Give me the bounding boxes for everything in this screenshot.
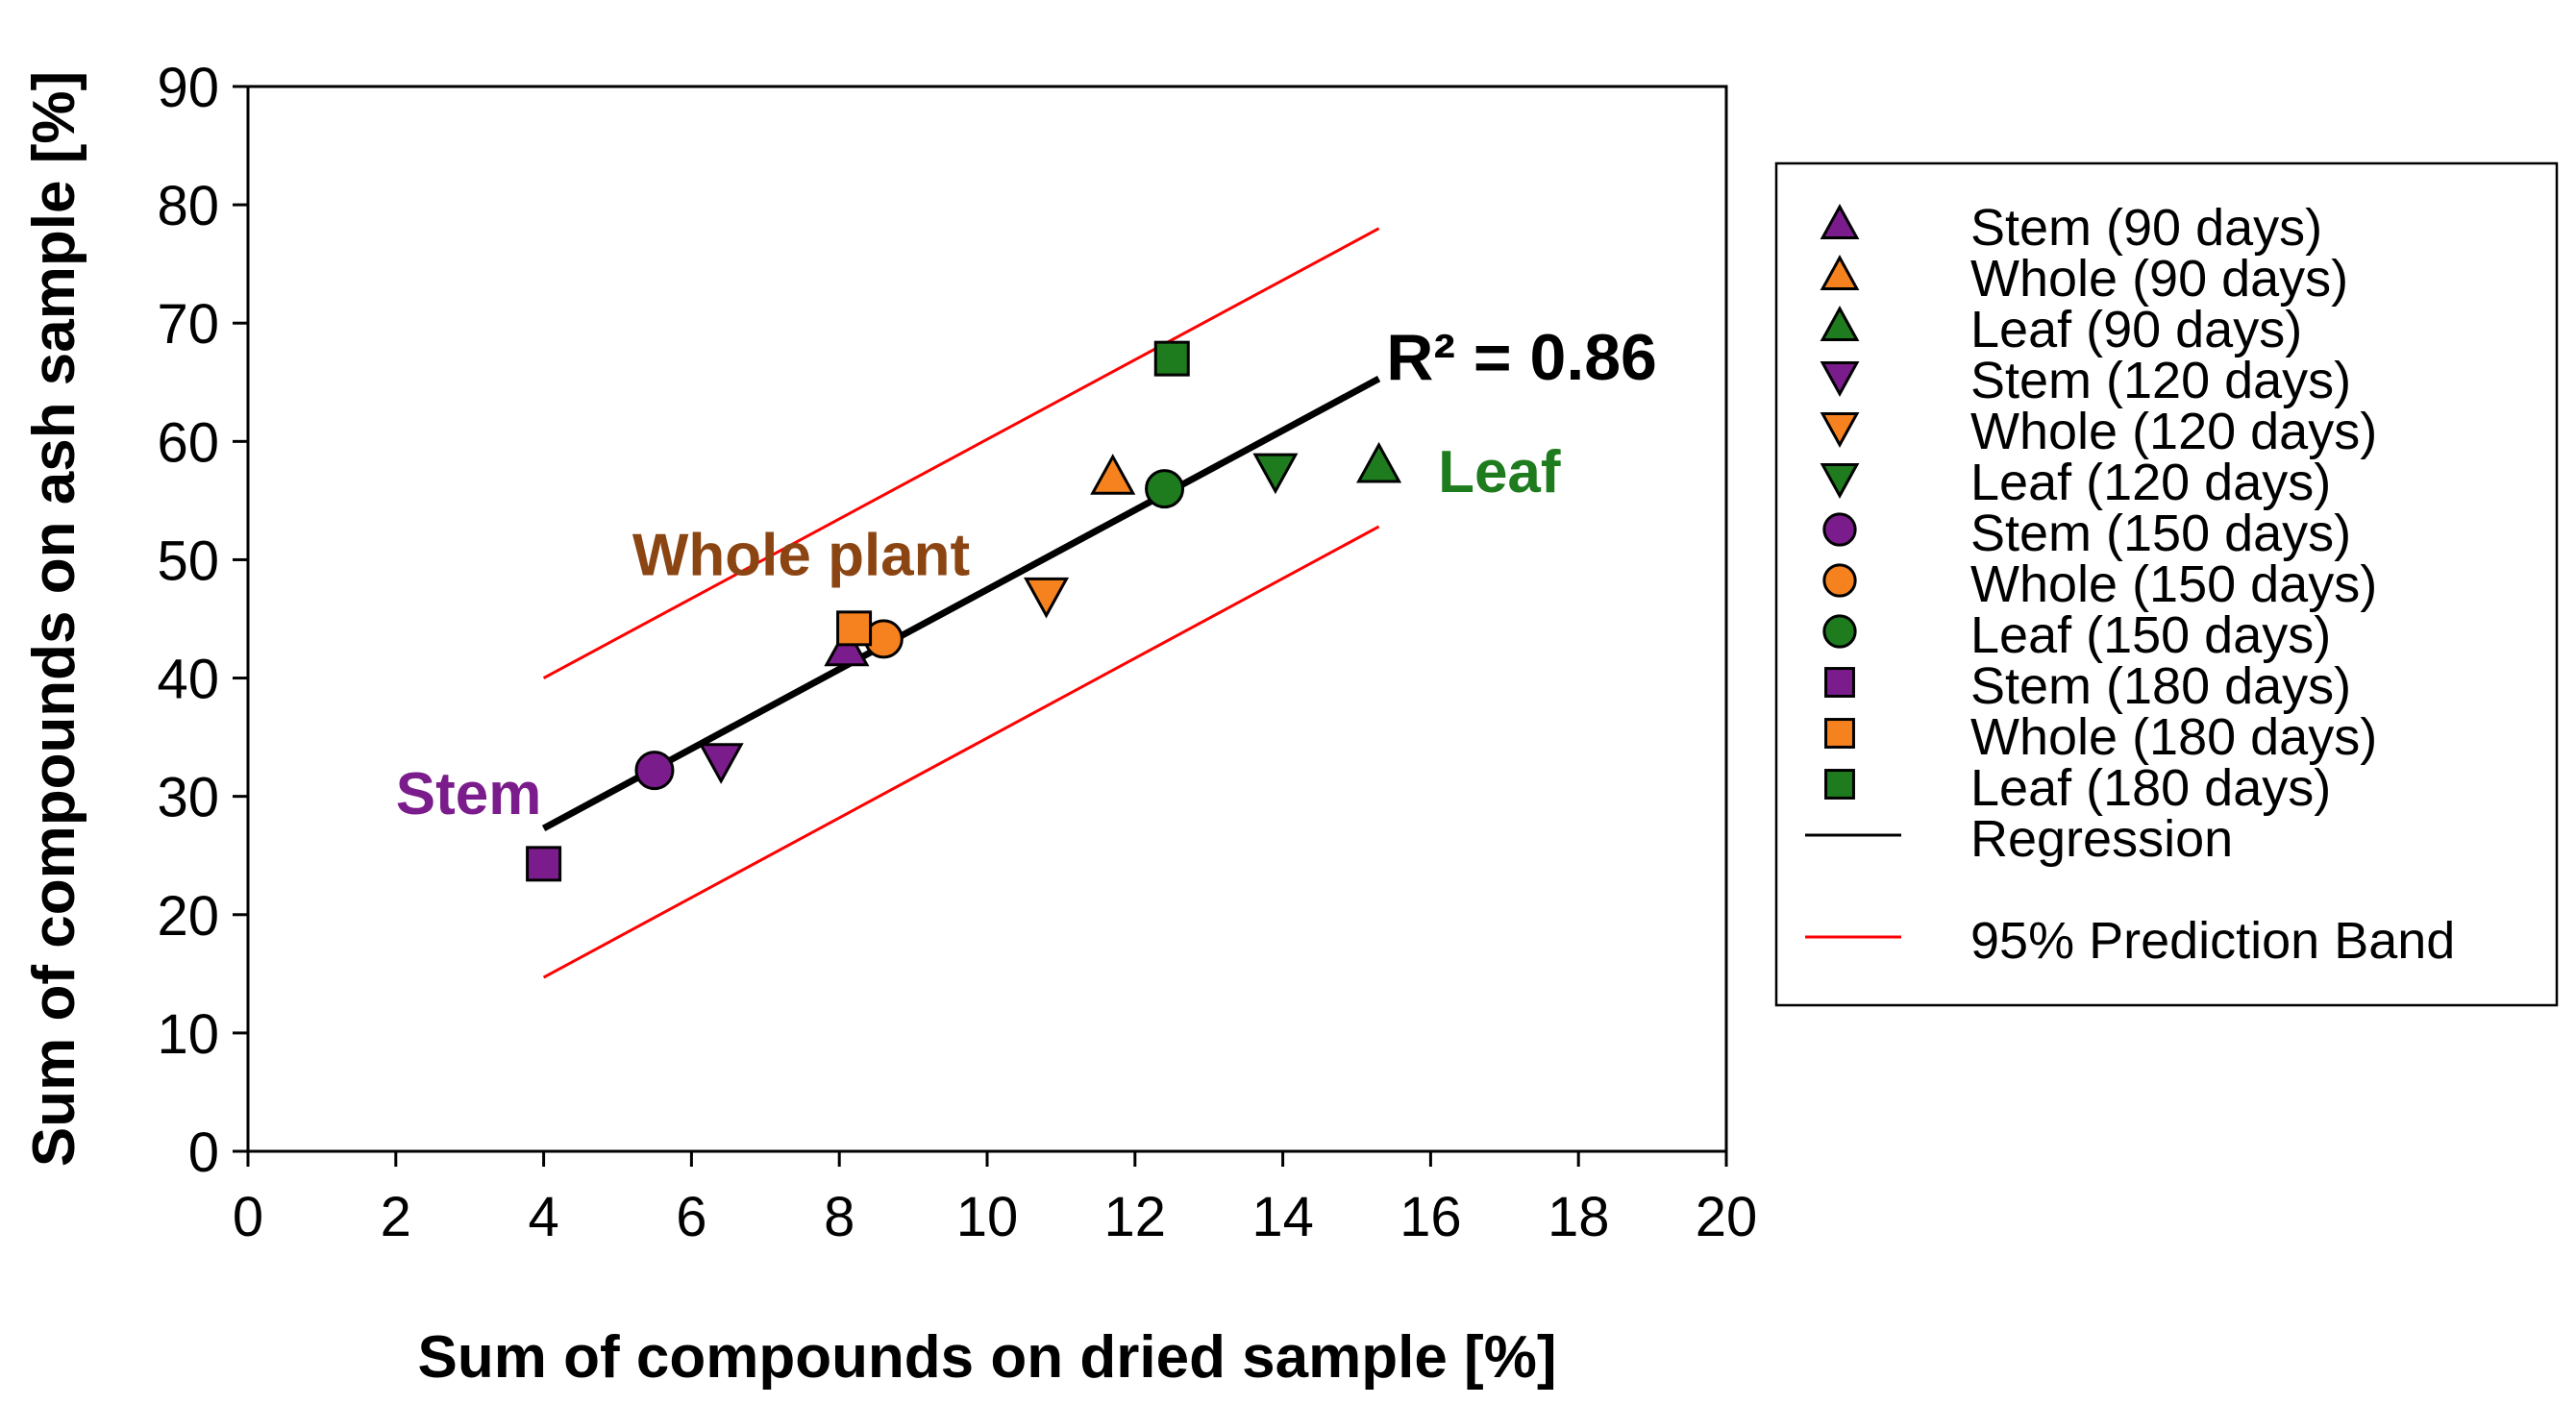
y-tick-label: 20 (157, 885, 219, 948)
regression-line (541, 376, 1381, 831)
x-tick-label: 14 (1251, 1186, 1314, 1248)
prediction-band-lower (542, 525, 1380, 979)
legend-label: Stem (180 days) (1970, 657, 2351, 715)
legend-marker-triangle-up (1820, 306, 1860, 341)
plot-layer: R² = 0.86 Leaf Whole plant Stem (396, 227, 1657, 979)
legend-label: Stem (90 days) (1970, 199, 2322, 257)
legend-marker-square (1824, 769, 1855, 800)
stem-group-label: Stem (396, 761, 542, 827)
legend-label: Stem (150 days) (1970, 505, 2351, 562)
legend-label: Leaf (180 days) (1970, 759, 2331, 817)
legend-label: 95% Prediction Band (1970, 912, 2455, 970)
data-point-triangle-down (1252, 453, 1299, 495)
y-tick-label: 10 (157, 1003, 219, 1066)
legend-label: Leaf (90 days) (1970, 301, 2302, 358)
plot-frame (246, 85, 1728, 1153)
x-tick-label: 0 (233, 1186, 263, 1248)
data-point-triangle-down (1023, 577, 1070, 619)
legend-marker-triangle-up (1820, 204, 1860, 239)
legend-marker-triangle-up (1820, 255, 1860, 290)
y-tick-label: 90 (157, 57, 219, 119)
legend-label: Whole (180 days) (1970, 708, 2377, 766)
x-tick-label: 2 (381, 1186, 411, 1248)
legend-marker-circle (1822, 512, 1857, 547)
data-point-circle (1145, 469, 1185, 509)
r-squared-label: R² = 0.86 (1386, 321, 1657, 394)
legend-marker-triangle-down (1820, 463, 1860, 499)
y-tick-label: 70 (157, 293, 219, 356)
legend-box (1774, 161, 2559, 1007)
x-tick-label: 10 (956, 1186, 1019, 1248)
axes-layer: 0 2 4 6 8 10 12 14 16 18 20 0 10 20 30 40 50 60 70 80 90 (157, 57, 1757, 1248)
y-tick-label: 80 (157, 175, 219, 237)
x-tick-label: 6 (676, 1186, 706, 1248)
legend-marker-circle (1822, 563, 1857, 598)
x-tick-label: 4 (528, 1186, 558, 1248)
data-point-triangle-up (824, 625, 870, 667)
legend-label: Whole (120 days) (1970, 403, 2377, 460)
y-tick-label: 0 (188, 1122, 219, 1184)
x-axis-title: Sum of compounds on dried sample [%] (418, 1324, 1557, 1391)
legend-label: Whole (90 days) (1970, 250, 2348, 308)
y-tick-label: 40 (157, 649, 219, 711)
x-tick-label: 20 (1696, 1186, 1758, 1248)
data-point-triangle-down (698, 743, 744, 784)
leaf-group-label: Leaf (1438, 439, 1561, 505)
legend-label: Whole (150 days) (1970, 555, 2377, 613)
legend: Stem (90 days)Whole (90 days)Leaf (90 da… (1774, 161, 2559, 1007)
x-tick-label: 16 (1399, 1186, 1462, 1248)
whole-plant-group-label: Whole plant (632, 522, 970, 588)
y-tick-label: 50 (157, 530, 219, 592)
legend-label: Stem (120 days) (1970, 352, 2351, 409)
data-point-circle (634, 751, 675, 791)
data-point-triangle-up (1090, 454, 1136, 495)
legend-marker-triangle-down (1820, 412, 1860, 448)
x-tick-label: 12 (1104, 1186, 1167, 1248)
data-point-square (1153, 340, 1190, 377)
legend-marker-circle (1822, 614, 1857, 649)
x-tick-label: 8 (824, 1186, 855, 1248)
legend-marker-triangle-down (1820, 361, 1860, 397)
data-point-square (526, 846, 562, 882)
y-axis-title: Sum of compounds on ash sample [%] (21, 71, 87, 1167)
legend-label: Leaf (120 days) (1970, 454, 2331, 511)
data-point-square (836, 610, 873, 647)
y-tick-label: 60 (157, 411, 219, 474)
legend-label: Regression (1970, 810, 2233, 868)
legend-marker-square (1824, 718, 1855, 749)
legend-label: Leaf (150 days) (1970, 606, 2331, 664)
y-tick-label: 30 (157, 767, 219, 829)
legend-marker-square (1824, 667, 1855, 698)
data-point-triangle-up (1356, 441, 1402, 483)
prediction-band-upper (542, 227, 1380, 679)
x-tick-label: 18 (1548, 1186, 1610, 1248)
